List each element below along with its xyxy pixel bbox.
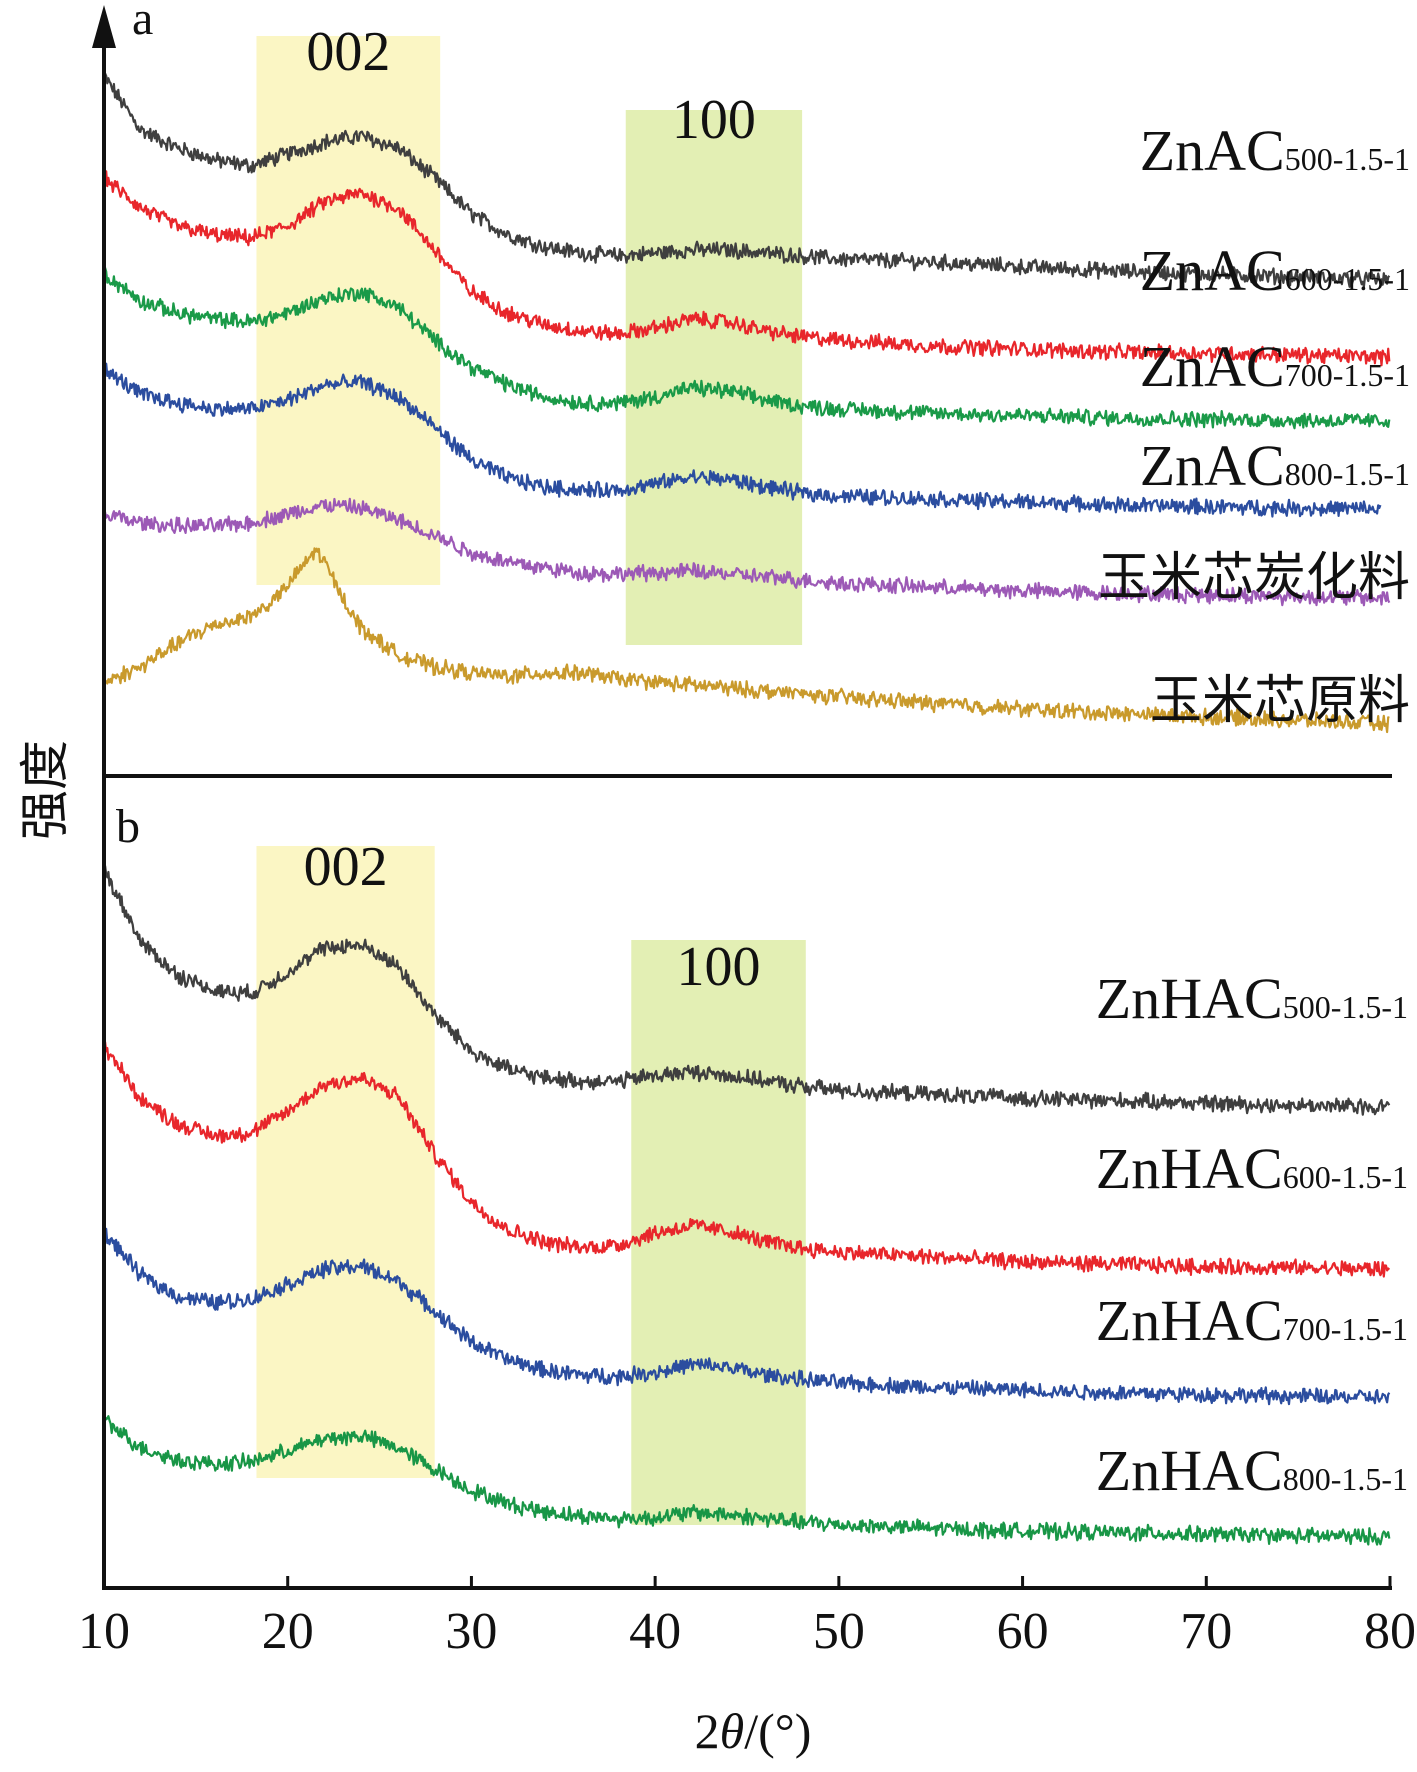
series-label-b-2: ZnHAC700-1.5-1: [1096, 1288, 1408, 1353]
x-tick-label-40: 40: [629, 1603, 681, 1660]
band-b-100: [631, 940, 806, 1525]
x-tick-label-70: 70: [1180, 1603, 1232, 1660]
axes: [92, 5, 1392, 1590]
series-line-a-3: [103, 362, 1382, 518]
series-label-b-3: ZnHAC800-1.5-1: [1096, 1438, 1408, 1503]
series-label-a-1: ZnAC600-1.5-1: [1140, 238, 1410, 303]
series-line-b-2: [102, 1227, 1391, 1406]
panel-a-label: a: [132, 0, 153, 45]
series-line-a-5: [102, 547, 1390, 734]
highlight-bands: [256, 36, 806, 1525]
y-axis-arrow: [92, 5, 116, 48]
series-label-a-5: 玉米芯原料: [1150, 671, 1410, 731]
series-line-a-0: [103, 72, 1391, 288]
band-a-100: [625, 110, 803, 645]
series-label-a-2: ZnAC700-1.5-1: [1140, 334, 1410, 399]
x-tick-label-30: 30: [445, 1603, 497, 1660]
series-line-b-3: [102, 1415, 1391, 1546]
x-ticks: 10 20 30 40 50 60 70 80: [78, 1576, 1416, 1660]
band-label-b-002: 002: [304, 836, 388, 898]
series-label-b-1: ZnHAC600-1.5-1: [1096, 1136, 1408, 1201]
x-axis-label-suffix: /(°): [744, 1703, 811, 1759]
series-line-a-4: [102, 497, 1391, 607]
x-tick-label-50: 50: [813, 1603, 865, 1660]
x-tick-label-20: 20: [262, 1603, 314, 1660]
series-label-a-4: 玉米芯炭化料: [1098, 548, 1410, 608]
y-axis-label: 强度: [16, 740, 74, 840]
band-label-b-100: 100: [677, 936, 761, 998]
series-label-a-3: ZnAC800-1.5-1: [1140, 433, 1410, 498]
band-label-a-002: 002: [306, 21, 390, 83]
x-tick-label-60: 60: [997, 1603, 1049, 1660]
series-line-a-2: [102, 266, 1391, 430]
series-line-b-1: [102, 1040, 1391, 1278]
x-tick-label-80: 80: [1364, 1603, 1416, 1660]
band-label-a-100: 100: [672, 89, 756, 151]
x-axis-label-theta: θ: [720, 1703, 745, 1759]
panel-b-label: b: [116, 800, 140, 853]
series-label-b-0: ZnHAC500-1.5-1: [1096, 966, 1408, 1031]
series-line-a-1: [102, 170, 1391, 367]
x-tick-label-10: 10: [78, 1603, 130, 1660]
labels: 002 100 ZnAC500-1.5-1 ZnAC600-1.5-1 ZnAC700-…: [304, 21, 1410, 1503]
series-label-a-0: ZnAC500-1.5-1: [1140, 118, 1410, 183]
series-line-b-0: [102, 864, 1391, 1116]
series-lines: [102, 72, 1391, 1546]
x-axis-label: 2θ/(°): [695, 1703, 812, 1759]
x-axis-label-prefix: 2: [695, 1703, 720, 1759]
